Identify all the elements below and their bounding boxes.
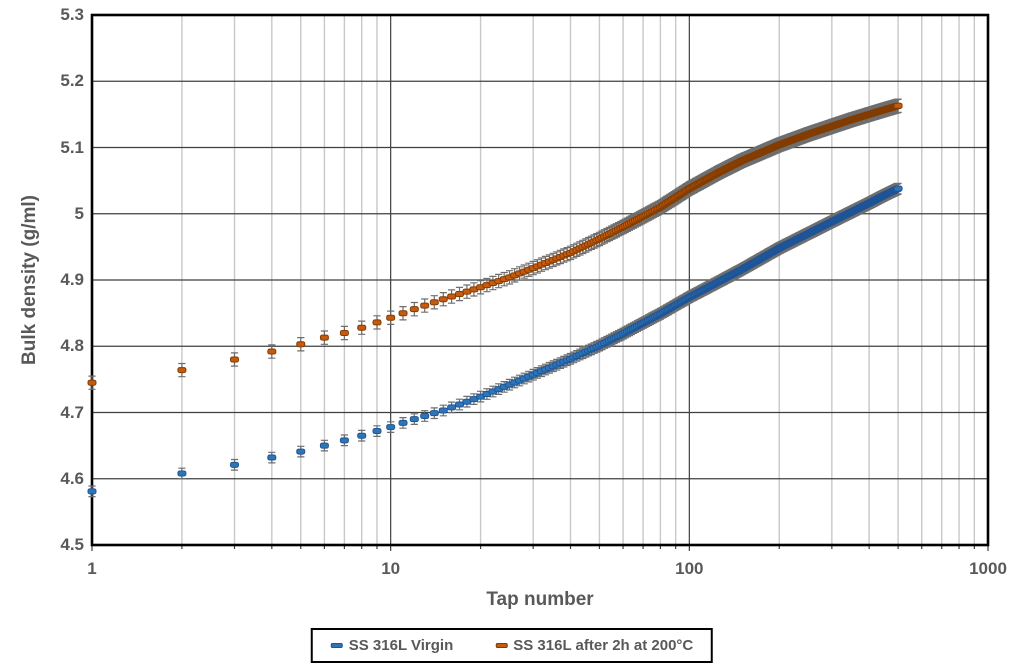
x-tick-label: 10 (381, 559, 401, 578)
x-tick-label: 100 (675, 559, 704, 578)
y-tick-label: 4.9 (60, 270, 84, 289)
y-tick-label: 4.8 (60, 336, 84, 356)
y-tick-label: 5.2 (60, 71, 84, 91)
legend-label: SS 316L Virgin (348, 637, 454, 654)
legend-item-virgin: SS 316L Virgin (330, 637, 454, 654)
y-tick-label: 5.1 (60, 137, 84, 157)
y-tick-label: 4.7 (60, 402, 84, 422)
y-tick-label: 4.6 (60, 468, 84, 488)
series-marker-icon (495, 643, 508, 648)
x-tick-label: 1 (87, 559, 97, 578)
series-marker-icon (330, 643, 343, 648)
x-axis-title: Tap number (486, 589, 594, 610)
y-tick-label: 5.3 (60, 5, 84, 24)
legend-item-after-200c: SS 316L after 2h at 200°C (495, 637, 693, 654)
y-tick-label: 4.5 (60, 535, 84, 554)
legend: SS 316L Virgin SS 316L after 2h at 200°C (310, 628, 714, 663)
legend-label: SS 316L after 2h at 200°C (513, 637, 694, 654)
y-tick-label: 5 (74, 203, 84, 223)
x-tick-label: 1000 (969, 559, 1007, 578)
